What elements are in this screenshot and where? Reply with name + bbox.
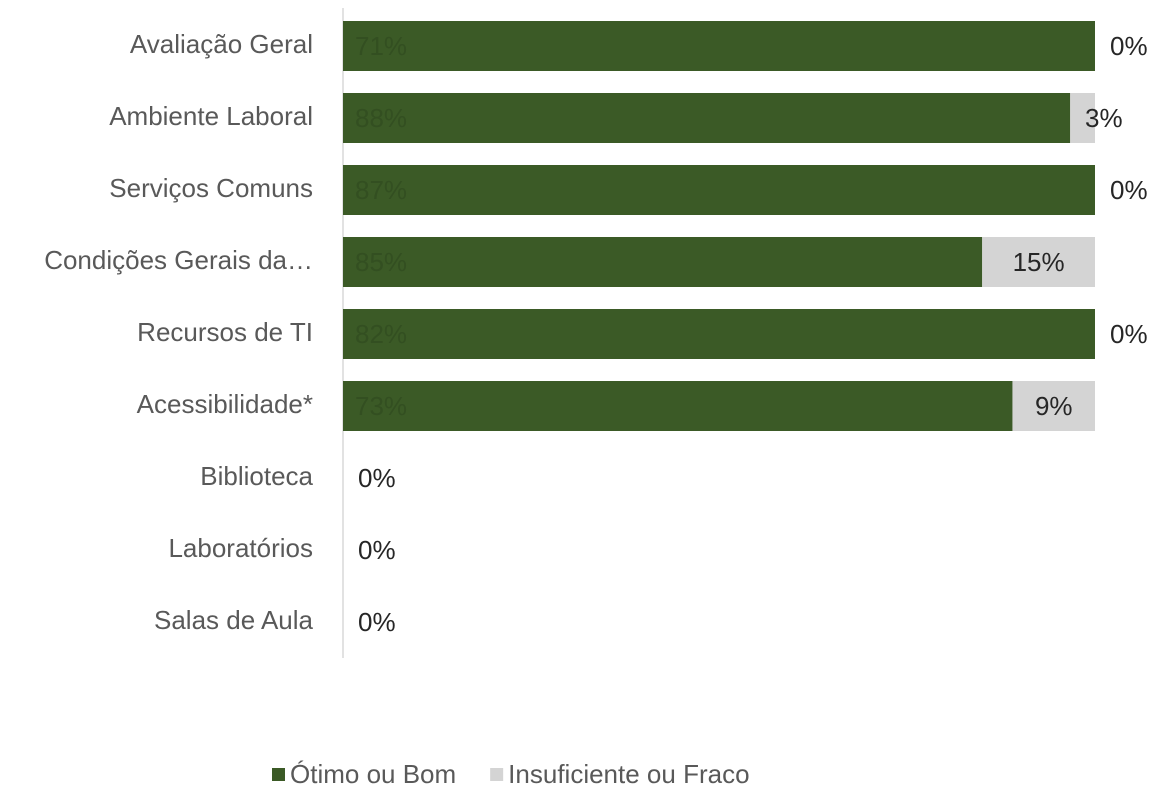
legend-swatch <box>490 768 504 781</box>
bar-segment <box>343 21 1095 71</box>
y-tick-label: Recursos de TI <box>137 317 313 347</box>
bar-segment <box>343 93 1071 143</box>
bar-segment <box>343 237 983 287</box>
data-label: 71% <box>355 31 407 61</box>
y-tick-label: Salas de Aula <box>154 605 314 635</box>
bar-segment <box>1012 381 1095 431</box>
y-tick-label: Condições Gerais da… <box>44 245 313 275</box>
bar-segment <box>343 381 1013 431</box>
data-label: 87% <box>355 175 407 205</box>
bar-segment <box>1070 93 1095 143</box>
legend-label: Ótimo ou Bom <box>290 759 456 788</box>
data-label: 15% <box>1013 247 1065 277</box>
bar-segment <box>343 309 1095 359</box>
data-label: 9% <box>1035 391 1073 421</box>
data-label: 3% <box>1085 103 1123 133</box>
data-label: 0% <box>1110 175 1148 205</box>
y-tick-label: Serviços Comuns <box>109 173 313 203</box>
data-label: 0% <box>358 463 396 493</box>
y-tick-label: Ambiente Laboral <box>109 101 313 131</box>
data-label: 0% <box>358 607 396 637</box>
data-label: 88% <box>355 103 407 133</box>
data-label: 0% <box>1110 319 1148 349</box>
y-tick-label: Laboratórios <box>168 533 313 563</box>
bar-segment <box>343 165 1095 215</box>
y-tick-label: Acessibilidade* <box>137 389 313 419</box>
legend-swatch <box>272 768 285 781</box>
bar-segment <box>982 237 1095 287</box>
legend-label: Insuficiente ou Fraco <box>508 759 749 788</box>
data-label: 82% <box>355 319 407 349</box>
y-tick-label: Biblioteca <box>200 461 313 491</box>
y-tick-label: Avaliação Geral <box>130 29 313 59</box>
data-label: 0% <box>358 535 396 565</box>
data-label: 73% <box>355 391 407 421</box>
data-label: 85% <box>355 247 407 277</box>
data-label: 0% <box>1110 31 1148 61</box>
